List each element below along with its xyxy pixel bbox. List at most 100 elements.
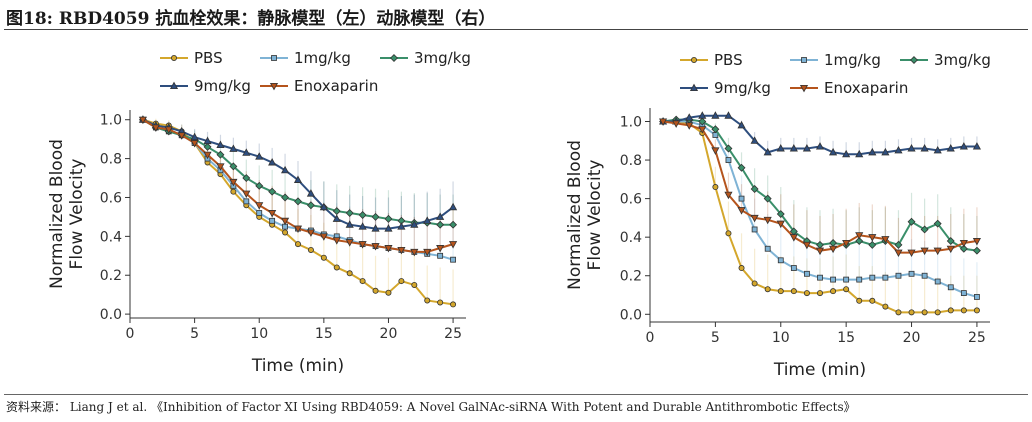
arterial-point-9mg-kg xyxy=(829,147,838,156)
venous-point-1mg-kg xyxy=(243,198,250,205)
arterial-point-3mg-kg xyxy=(698,117,707,126)
venous-x-tick-label: 0 xyxy=(126,326,135,342)
venous-point-enoxaparin xyxy=(319,233,328,241)
arterial-y-axis-title: Normalized BloodFlow Velocity xyxy=(565,140,605,290)
venous-legend-marker xyxy=(390,54,398,62)
arterial-legend-item-3mg-kg: 3mg/kg xyxy=(900,51,991,69)
arterial-point-enoxaparin xyxy=(776,220,785,229)
arterial-y-tick-label: 1.0 xyxy=(620,114,642,130)
venous-point-9mg-kg xyxy=(371,224,380,232)
venous-point-pbs xyxy=(346,270,353,277)
arterial-point-pbs xyxy=(777,288,784,295)
venous-point-9mg-kg xyxy=(306,189,315,197)
venous-point-3mg-kg xyxy=(358,211,367,219)
venous-y-tick-label: 0.4 xyxy=(100,229,122,245)
venous-point-1mg-kg xyxy=(256,210,263,216)
arterial-point-1mg-kg xyxy=(869,274,876,281)
arterial-legend-item-1mg-kg: 1mg/kg xyxy=(790,51,881,69)
venous-legend-item-9mg-kg: 9mg/kg xyxy=(160,77,251,95)
arterial-x-tick-label: 0 xyxy=(646,330,655,346)
venous-x-tick-label: 10 xyxy=(250,326,268,342)
venous-point-1mg-kg xyxy=(269,217,276,224)
venous-y-tick-label: 0.2 xyxy=(100,268,122,284)
arterial-point-pbs xyxy=(934,309,941,316)
venous-point-3mg-kg xyxy=(203,142,212,151)
venous-point-9mg-kg xyxy=(423,216,432,224)
arterial-point-3mg-kg xyxy=(737,163,746,172)
arterial-point-enoxaparin xyxy=(659,118,668,126)
arterial-point-3mg-kg xyxy=(946,237,955,245)
source-note: 资料来源： Liang J et al. 《Inhibition of Fact… xyxy=(6,400,856,414)
arterial-point-pbs xyxy=(973,307,980,314)
arterial-point-9mg-kg xyxy=(933,145,942,154)
arterial-legend-item-9mg-kg: 9mg/kg xyxy=(680,79,771,97)
venous-point-pbs xyxy=(437,299,444,306)
venous-point-enoxaparin xyxy=(229,178,238,187)
venous-legend-label: Enoxaparin xyxy=(294,77,378,95)
arterial-point-pbs xyxy=(725,230,732,237)
arterial-point-enoxaparin xyxy=(907,249,916,258)
venous-point-3mg-kg xyxy=(371,212,380,221)
arterial-point-3mg-kg xyxy=(972,246,981,255)
venous-point-3mg-kg xyxy=(242,174,251,183)
venous-point-enoxaparin xyxy=(423,248,432,257)
arterial-point-9mg-kg xyxy=(855,149,864,158)
venous-point-enoxaparin xyxy=(358,241,367,249)
venous-legend-label: 1mg/kg xyxy=(294,49,351,67)
arterial-point-pbs xyxy=(738,265,745,272)
arterial-point-1mg-kg xyxy=(790,265,797,271)
venous-point-enoxaparin xyxy=(371,243,380,251)
venous-point-pbs xyxy=(320,254,327,261)
arterial-point-3mg-kg xyxy=(750,185,759,193)
arterial-point-3mg-kg xyxy=(816,240,824,249)
venous-point-enoxaparin xyxy=(397,246,406,255)
arterial-point-enoxaparin xyxy=(685,122,694,130)
arterial-point-1mg-kg xyxy=(934,278,941,285)
arterial-point-pbs xyxy=(843,286,850,293)
arterial-point-pbs xyxy=(869,297,876,304)
venous-point-enoxaparin xyxy=(151,124,160,132)
arterial-point-9mg-kg xyxy=(842,149,851,158)
venous-point-9mg-kg xyxy=(358,222,367,230)
arterial-legend-item-enoxaparin: Enoxaparin xyxy=(790,79,908,97)
arterial-point-pbs xyxy=(790,288,797,295)
venous-point-enoxaparin xyxy=(293,225,303,234)
venous-point-9mg-kg xyxy=(268,158,277,166)
venous-legend-marker xyxy=(170,55,177,62)
arterial-point-9mg-kg xyxy=(711,111,720,119)
arterial-point-9mg-kg xyxy=(946,144,955,152)
venous-point-enoxaparin xyxy=(190,140,199,148)
arterial-point-enoxaparin xyxy=(802,241,811,250)
venous-legend-label: 9mg/kg xyxy=(194,77,251,95)
arterial-point-9mg-kg xyxy=(698,111,707,119)
venous-legend-item-pbs: PBS xyxy=(160,49,223,67)
venous-point-enoxaparin xyxy=(449,241,458,249)
arterial-point-9mg-kg xyxy=(868,147,877,156)
venous-point-pbs xyxy=(307,246,314,253)
venous-point-9mg-kg xyxy=(436,212,445,220)
arterial-legend-label: 9mg/kg xyxy=(714,79,771,97)
venous-point-pbs xyxy=(450,301,457,308)
arterial-point-enoxaparin xyxy=(711,147,720,155)
venous-point-9mg-kg xyxy=(281,165,290,174)
venous-point-3mg-kg xyxy=(384,214,393,223)
arterial-point-enoxaparin xyxy=(920,247,929,256)
venous-point-enoxaparin xyxy=(332,237,341,245)
arterial-point-pbs xyxy=(882,303,889,310)
venous-point-pbs xyxy=(372,287,379,294)
arterial-x-tick-label: 10 xyxy=(772,330,790,346)
arterial-x-tick-label: 25 xyxy=(968,330,986,346)
arterial-x-tick-label: 15 xyxy=(837,330,855,346)
arterial-point-pbs xyxy=(960,307,967,314)
arterial-point-3mg-kg xyxy=(724,144,733,153)
arterial-point-3mg-kg xyxy=(776,210,785,219)
arterial-point-enoxaparin xyxy=(959,239,968,248)
venous-legend-marker xyxy=(169,81,179,89)
arterial-point-enoxaparin xyxy=(672,120,681,128)
arterial-point-enoxaparin xyxy=(946,245,955,254)
arterial-legend-label: Enoxaparin xyxy=(824,79,908,97)
arterial-point-pbs xyxy=(947,307,954,314)
arterial-point-1mg-kg xyxy=(738,195,745,202)
venous-point-3mg-kg xyxy=(216,150,225,159)
venous-point-9mg-kg xyxy=(203,136,212,145)
